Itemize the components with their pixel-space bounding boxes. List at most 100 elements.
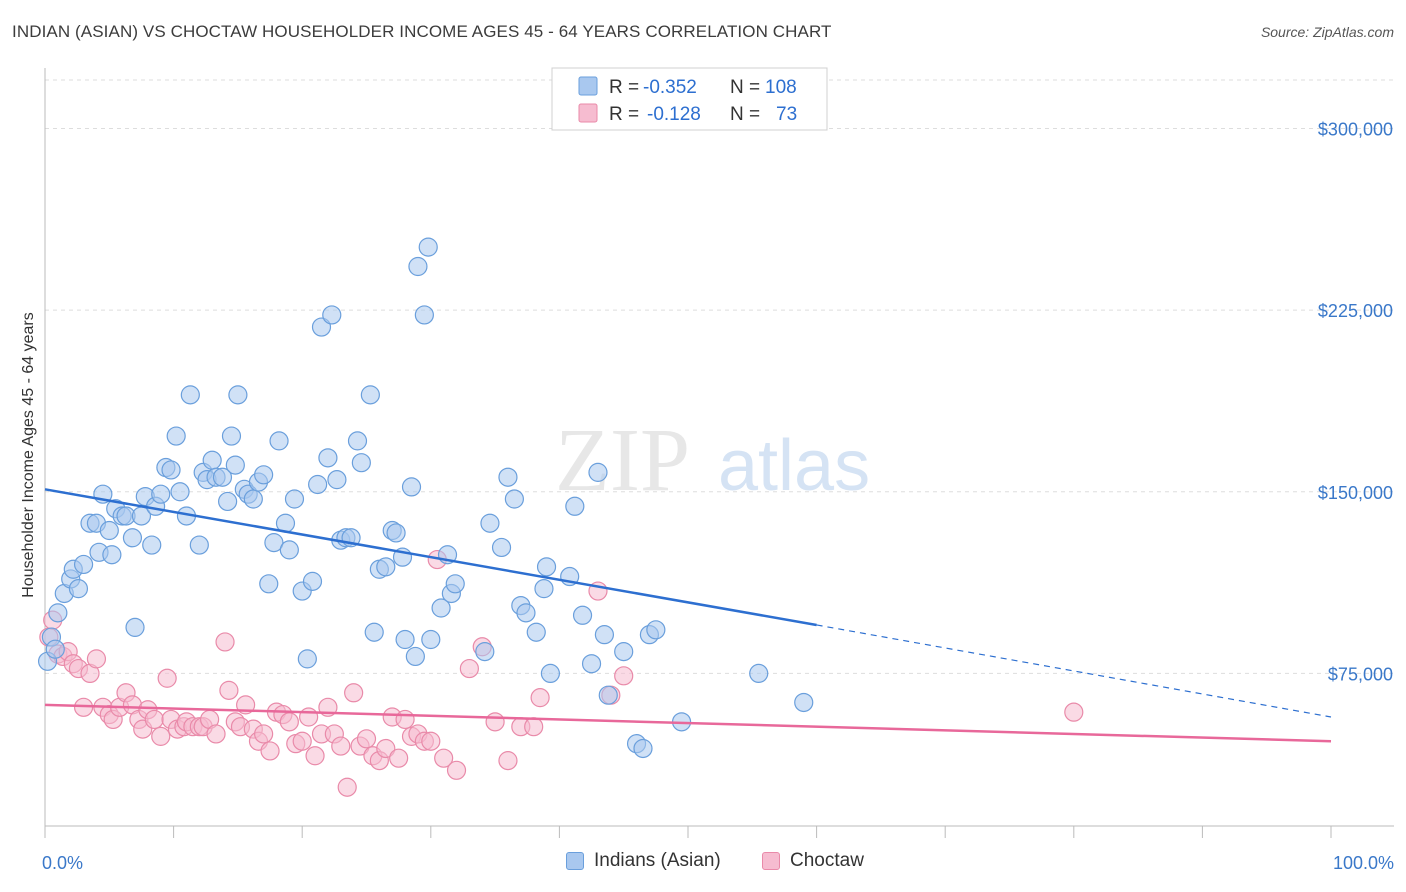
data-point <box>356 729 377 749</box>
data-point <box>243 489 263 509</box>
data-point <box>434 748 454 768</box>
data-point <box>292 731 312 751</box>
choctaw-points <box>39 549 1084 797</box>
data-point <box>254 465 274 485</box>
data-point <box>215 632 235 652</box>
data-point <box>170 482 190 502</box>
bottom-legend-indians: Indians (Asian) <box>566 850 721 872</box>
data-point <box>633 738 653 759</box>
data-point <box>395 629 415 650</box>
data-point <box>498 751 518 771</box>
data-point <box>122 528 143 548</box>
legend-swatch-pink <box>578 103 598 123</box>
y-tick-label: $300,000 <box>1318 119 1393 139</box>
y-tick-label: $225,000 <box>1318 301 1393 321</box>
data-point <box>594 625 615 645</box>
data-point <box>221 426 242 446</box>
data-point <box>485 712 505 732</box>
data-point <box>421 629 441 650</box>
x-tick-labels: 0.0% 100.0% <box>42 853 1394 873</box>
choctaw-legend-label: Choctaw <box>790 850 864 871</box>
data-point <box>308 474 328 495</box>
data-point <box>259 574 279 594</box>
data-point <box>45 639 65 659</box>
data-point <box>189 535 209 555</box>
watermark-atlas: atlas <box>718 426 870 506</box>
data-point <box>614 666 634 686</box>
data-point <box>144 709 164 730</box>
data-point <box>151 726 171 746</box>
axes <box>44 68 1394 838</box>
data-point <box>284 489 305 509</box>
data-point <box>565 496 585 516</box>
data-point <box>540 663 560 684</box>
data-point <box>536 557 557 577</box>
data-point <box>414 305 434 325</box>
data-point <box>212 467 233 487</box>
grid-lines <box>45 79 1394 674</box>
data-point <box>421 731 441 751</box>
data-point <box>1064 702 1084 722</box>
data-point <box>401 477 422 497</box>
data-point <box>279 540 299 560</box>
data-point <box>376 738 396 759</box>
data-point <box>446 760 467 780</box>
data-point <box>431 598 451 618</box>
data-point <box>516 603 536 623</box>
chart-source: Source: ZipAtlas.com <box>1260 24 1394 40</box>
data-point <box>386 523 406 543</box>
indians-legend-label: Indians (Asian) <box>594 850 721 871</box>
data-point <box>166 426 186 446</box>
data-point <box>269 431 289 451</box>
data-point <box>646 620 666 640</box>
data-point <box>206 724 226 744</box>
data-point <box>344 683 364 703</box>
data-point <box>389 748 409 768</box>
legend-box <box>551 67 828 131</box>
data-point <box>405 646 425 667</box>
data-point <box>614 642 634 662</box>
legend-r-value-blue: -0.352 <box>643 77 697 98</box>
legend-r-label-pink: R = <box>609 104 639 125</box>
indians-asian-points <box>37 237 814 759</box>
chart-title: INDIAN (ASIAN) VS CHOCTAW HOUSEHOLDER IN… <box>12 22 832 41</box>
watermark-zip: ZIP <box>555 411 690 510</box>
legend-r-label-blue: R = <box>609 77 639 98</box>
data-point <box>305 746 325 766</box>
data-point <box>572 605 593 625</box>
data-point <box>318 448 338 468</box>
data-point <box>254 724 274 744</box>
data-point <box>302 571 323 591</box>
data-point <box>299 707 319 727</box>
data-point <box>347 431 368 451</box>
data-point <box>351 453 371 473</box>
data-point <box>73 554 94 575</box>
data-point <box>408 256 428 277</box>
indians-trend-line <box>44 488 817 627</box>
x-tick-label: 100.0% <box>1333 853 1394 873</box>
data-point <box>48 603 68 623</box>
data-point <box>180 385 200 405</box>
data-point <box>376 557 396 577</box>
data-point <box>526 622 546 642</box>
legend-n-label-pink: N = <box>730 104 760 125</box>
bottom-legend-choctaw: Choctaw <box>762 850 864 872</box>
data-point <box>322 305 342 325</box>
legend-r-value-pink: -0.128 <box>647 104 701 125</box>
y-axis-title: Householder Income Ages 45 - 64 years <box>20 312 37 598</box>
legend-swatch-blue <box>578 76 598 96</box>
data-point <box>598 685 618 705</box>
data-point <box>202 450 222 470</box>
legend-n-value-blue: 108 <box>765 77 797 98</box>
y-tick-label: $75,000 <box>1328 664 1393 684</box>
data-point <box>480 513 500 533</box>
data-point <box>498 467 518 487</box>
x-tick-label: 0.0% <box>42 853 83 873</box>
data-point <box>297 649 317 669</box>
data-point <box>588 462 608 482</box>
data-point <box>264 533 284 553</box>
trend-lines <box>44 488 1332 743</box>
data-point <box>530 688 550 708</box>
data-point <box>218 491 238 512</box>
